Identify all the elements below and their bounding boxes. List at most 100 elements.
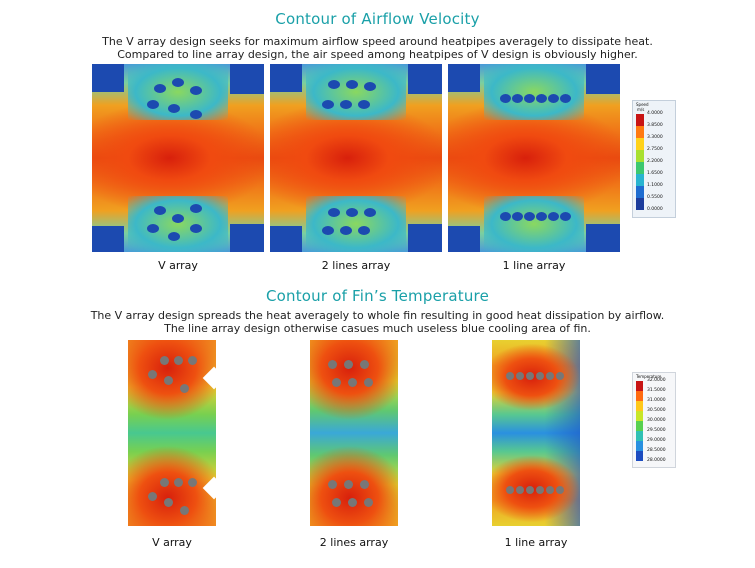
heatpipe-hole [348,498,357,507]
airflow-velocity-description-line1: The V array design seeks for maximum air… [102,35,653,48]
heatpipe-hole [344,360,353,369]
temperature-legend-colorbar [636,381,643,461]
heatpipe-hole [348,378,357,387]
heatpipe-hole [188,478,197,487]
heatpipe-section [560,212,571,221]
heatpipe-section [536,94,547,103]
velocity-legend-header: Speed [636,102,649,107]
velocity-contour-v-array [92,64,264,252]
airflow-velocity-description-line2: Compared to line array design, the air s… [117,48,638,61]
heatpipe-hole [506,372,514,380]
temperature-caption-1-line-array: 1 line array [504,536,568,549]
temperature-contour-2-lines-array [310,340,398,526]
heatpipe-section [500,212,511,221]
legend-tick-label: 30.5000 [647,408,666,413]
velocity-caption-1-line-array: 1 line array [502,259,566,272]
heatpipe-section [512,94,523,103]
heatpipe-section [190,86,202,95]
heatpipe-hole [364,378,373,387]
heatpipe-section [364,208,376,217]
legend-tick-label: 30.0000 [647,418,666,423]
heatpipe-hole [546,372,554,380]
heatpipe-section [328,208,340,217]
heatpipe-hole [516,486,524,494]
heatpipe-section [172,214,184,223]
legend-tick-label: 1.6500 [647,171,663,176]
heatpipe-section [358,100,370,109]
legend-tick-label: 1.1000 [647,183,663,188]
heatpipe-section [322,100,334,109]
heatpipe-hole [360,480,369,489]
heatpipe-hole [174,478,183,487]
heatpipe-section [512,212,523,221]
heatpipe-hole [332,378,341,387]
heatpipe-section [340,100,352,109]
heatpipe-hole [344,480,353,489]
heatpipe-section [322,226,334,235]
velocity-color-legend: Speed m/s 4.0000 3.8500 3.3000 2.7500 2.2000… [632,100,676,218]
heatpipe-section [340,226,352,235]
heatpipe-section [548,212,559,221]
heatpipe-hole [148,370,157,379]
heatpipe-section [500,94,511,103]
heatpipe-hole [174,356,183,365]
temperature-caption-2-lines-array: 2 lines array [319,536,389,549]
heatpipe-hole [506,486,514,494]
heatpipe-hole [160,478,169,487]
legend-tick-label: 0.5500 [647,195,663,200]
fin-temperature-description-line1: The V array design spreads the heat aver… [90,309,665,322]
legend-tick-label: 29.0000 [647,438,666,443]
heatpipe-section [536,212,547,221]
temperature-color-legend: Temperature 32.0000 31.5000 31.0000 30.5000… [632,372,676,468]
heatpipe-hole [332,498,341,507]
heatpipe-hole [188,356,197,365]
legend-tick-label: 31.0000 [647,398,666,403]
legend-tick-label: 3.3000 [647,135,663,140]
legend-tick-label: 28.0000 [647,458,666,463]
legend-tick-label: 32.0000 [647,378,666,383]
heatpipe-section [358,226,370,235]
temperature-contour-v-array [128,340,216,526]
heatpipe-hole [556,372,564,380]
legend-tick-label: 4.0000 [647,111,663,116]
heatpipe-hole [328,480,337,489]
heatpipe-section [524,212,535,221]
heatpipe-hole [164,376,173,385]
heatpipe-hole [526,372,534,380]
temperature-contour-1-line-array [492,340,580,526]
heatpipe-section [364,82,376,91]
heatpipe-hole [180,506,189,515]
heatpipe-hole [160,356,169,365]
heatpipe-section [328,80,340,89]
heatpipe-hole [536,372,544,380]
velocity-legend-colorbar [636,114,644,210]
heatpipe-hole [364,498,373,507]
heatpipe-hole [526,486,534,494]
heatpipe-section [168,104,180,113]
heatpipe-hole [164,498,173,507]
legend-tick-label: 29.5000 [647,428,666,433]
fin-temperature-title: Contour of Fin’s Temperature [265,287,490,305]
heatpipe-section [190,224,202,233]
fin-temperature-description-line2: The line array design otherwise casues m… [164,322,591,335]
heatpipe-section [154,206,166,215]
heatpipe-hole [556,486,564,494]
legend-tick-label: 28.5000 [647,448,666,453]
velocity-caption-v-array: V array [158,259,198,272]
heatpipe-section [172,78,184,87]
heatpipe-section [346,208,358,217]
heatpipe-section [524,94,535,103]
heatpipe-section [147,224,159,233]
legend-tick-label: 31.5000 [647,388,666,393]
temperature-legend-header: Temperature [636,374,662,379]
heatpipe-hole [180,384,189,393]
heatpipe-section [154,84,166,93]
heatpipe-section [190,110,202,119]
legend-tick-label: 0.0000 [647,207,663,212]
heatpipe-hole [536,486,544,494]
heatpipe-section [560,94,571,103]
heatpipe-section [190,204,202,213]
heatpipe-section [147,100,159,109]
velocity-contour-1-line-array [448,64,620,252]
legend-tick-label: 3.8500 [647,123,663,128]
